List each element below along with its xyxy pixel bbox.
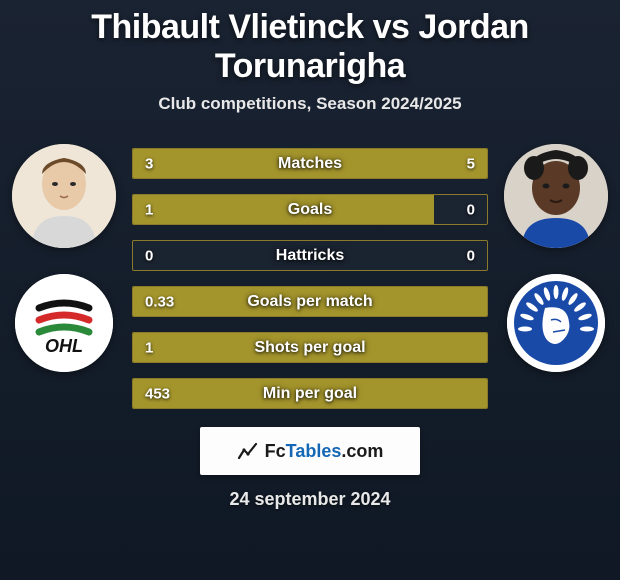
- right-column: [502, 142, 610, 372]
- stat-bar-left: [133, 333, 487, 362]
- stat-value-left: 0: [145, 247, 153, 264]
- stat-bar-left: [133, 149, 266, 178]
- chart-icon: [237, 440, 259, 462]
- stat-row: Goals per match0.33: [132, 286, 488, 317]
- subtitle: Club competitions, Season 2024/2025: [10, 94, 610, 114]
- stat-bar-left: [133, 195, 434, 224]
- stat-value-right: 0: [467, 247, 475, 264]
- brand-part-3: .com: [341, 441, 383, 461]
- stat-row: Min per goal453: [132, 378, 488, 409]
- club-right-logo: [507, 274, 605, 372]
- stat-row: Goals10: [132, 194, 488, 225]
- page-title: Thibault Vlietinck vs Jordan Torunarigha: [10, 8, 610, 86]
- brand-part-1: Fc: [265, 441, 286, 461]
- footer-brand-badge[interactable]: FcTables.com: [200, 427, 420, 475]
- comparison-infographic: Thibault Vlietinck vs Jordan Torunarigha…: [0, 0, 620, 510]
- comparison-layout: OHL Matches35 Goals10 Hattricks 0 0 Goals per…: [10, 142, 610, 409]
- stat-row: Shots per goal1: [132, 332, 488, 363]
- svg-text:OHL: OHL: [45, 336, 83, 356]
- brand-part-2: Tables: [286, 441, 342, 461]
- stat-bar-left: [133, 379, 487, 408]
- date-text: 24 september 2024: [10, 489, 610, 510]
- stat-row: Hattricks 0 0: [132, 240, 488, 271]
- stat-bar-left: [133, 287, 487, 316]
- stat-label: Hattricks: [276, 247, 344, 265]
- stat-bar-right: [266, 149, 487, 178]
- stat-value-right: 0: [467, 201, 475, 218]
- player-right-avatar: [504, 144, 608, 248]
- left-column: OHL: [10, 142, 118, 372]
- player-left-avatar: [12, 144, 116, 248]
- brand-text: FcTables.com: [265, 441, 384, 462]
- stat-row: Matches35: [132, 148, 488, 179]
- club-left-logo: OHL: [15, 274, 113, 372]
- stats-bars: Matches35 Goals10 Hattricks 0 0 Goals per mat…: [132, 142, 488, 409]
